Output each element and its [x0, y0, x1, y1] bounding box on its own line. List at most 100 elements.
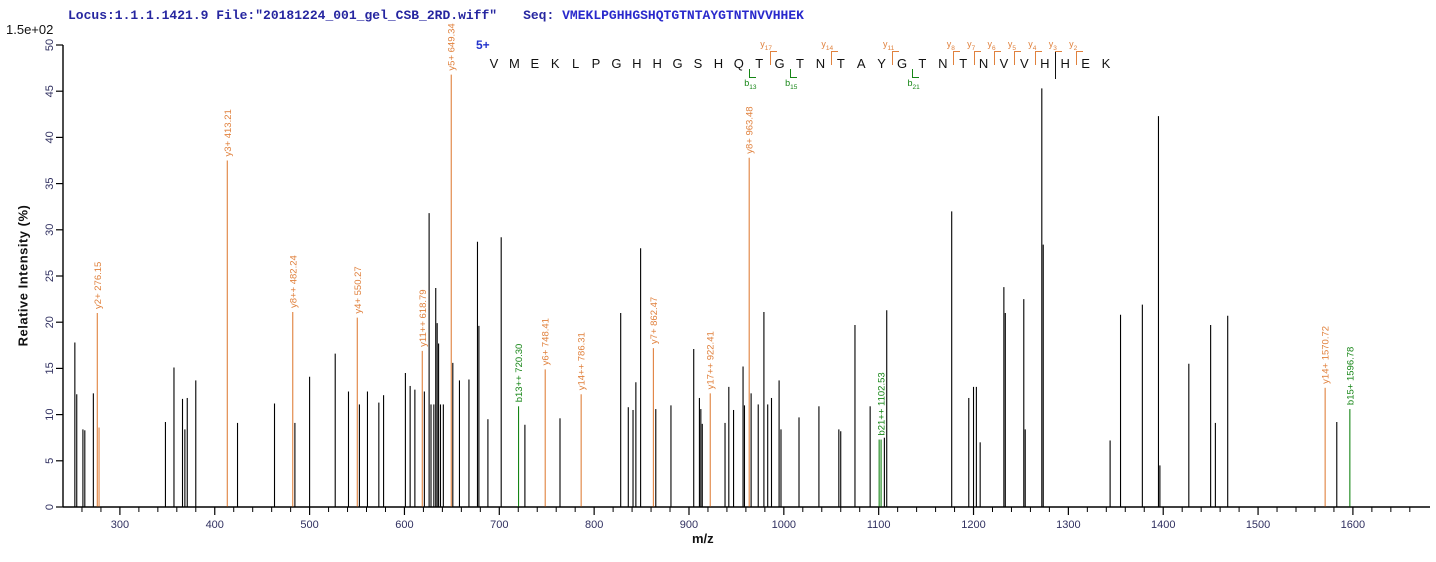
x-tick-label: 1200	[961, 519, 985, 531]
y17-fragment-label: y17	[760, 39, 772, 52]
residue-10-G: G	[672, 56, 683, 71]
y4-fragment-tick	[1034, 51, 1042, 65]
y-tick-label: 0	[44, 504, 56, 510]
seq-label: Seq:	[523, 8, 555, 23]
peak-label: y8+ 963.48	[745, 106, 756, 153]
y-tick-label: 50	[44, 39, 56, 51]
y-tick-label: 10	[44, 408, 56, 420]
x-tick-label: 700	[490, 519, 508, 531]
x-tick-label: 1500	[1246, 519, 1270, 531]
sequence-divider-bar	[1055, 52, 1057, 79]
precursor-charge-label: 5+	[476, 38, 490, 52]
y14-fragment-label: y14	[821, 39, 834, 52]
y5-fragment-label: y5	[1007, 39, 1017, 52]
peak-label: y3+ 413.21	[223, 109, 234, 156]
residue-16-T: T	[796, 56, 804, 71]
y11-fragment-tick	[892, 51, 899, 65]
b15-fragment-tick	[790, 69, 797, 78]
peak-label: b15+ 1596.78	[1345, 347, 1356, 405]
peak-label: y14+ 1570.72	[1321, 326, 1332, 384]
residue-28-H: H	[1040, 56, 1050, 71]
peak-label: y4+ 550.27	[353, 266, 364, 313]
residue-31-K: K	[1101, 56, 1111, 71]
x-tick-label: 900	[680, 519, 698, 531]
header: Locus:1.1.1.1421.9 File:"20181224_001_ge…	[68, 8, 804, 23]
residue-19-A: A	[856, 56, 866, 71]
residue-9-H: H	[652, 56, 662, 71]
residue-21-G: G	[896, 56, 908, 71]
x-axis-title: m/z	[692, 531, 714, 546]
y3-fragment-label: y3	[1048, 39, 1057, 52]
residue-22-T: T	[918, 56, 927, 71]
residue-1-V: V	[489, 56, 499, 71]
y4-fragment-label: y4	[1028, 39, 1037, 52]
peak-label: y8++ 482.24	[288, 255, 299, 308]
b21-fragment-label: b21	[907, 78, 920, 91]
residue-18-T: T	[836, 56, 845, 71]
residue-7-G: G	[611, 56, 622, 71]
residue-6-P: P	[591, 56, 601, 71]
y-tick-label: 15	[44, 362, 56, 374]
residue-27-V: V	[1020, 56, 1029, 71]
b21-fragment-tick	[912, 69, 920, 78]
y2-fragment-tick	[1075, 51, 1083, 65]
peak-label: b21++ 1102.53	[877, 372, 888, 435]
residue-17-N: N	[815, 56, 826, 71]
y-tick-label: 45	[44, 85, 56, 97]
residue-2-M: M	[508, 56, 520, 71]
y17-fragment-tick	[769, 51, 777, 65]
residue-23-N: N	[938, 56, 948, 71]
x-tick-label: 500	[300, 519, 318, 531]
residue-30-E: E	[1081, 56, 1090, 71]
residue-12-H: H	[713, 56, 724, 71]
peak-label: y2+ 276.15	[93, 262, 104, 309]
x-tick-label: 600	[395, 519, 413, 531]
y-tick-label: 25	[44, 270, 56, 282]
residue-11-S: S	[693, 56, 703, 71]
y-tick-label: 20	[44, 316, 56, 328]
b13-fragment-label: b13	[744, 78, 757, 91]
y-tick-label: 30	[44, 224, 56, 236]
y2-fragment-label: y2	[1069, 39, 1078, 52]
x-tick-label: 800	[585, 519, 603, 531]
y7-fragment-tick	[973, 51, 981, 65]
y-tick-label: 5	[44, 458, 56, 464]
x-tick-label: 1000	[772, 519, 796, 531]
residue-24-T: T	[959, 56, 968, 71]
residue-20-Y: Y	[877, 56, 886, 71]
x-tick-label: 1300	[1056, 519, 1080, 531]
y8-fragment-label: y8	[946, 39, 955, 52]
peak-label: y11++ 618.79	[418, 289, 429, 346]
peak-label: y5+ 649.34	[447, 23, 458, 70]
y14-fragment-tick	[830, 51, 838, 65]
x-tick-label: 300	[111, 519, 129, 531]
peak-label: y7+ 862.47	[649, 297, 660, 344]
locus-file-text: Locus:1.1.1.1421.9 File:"20181224_001_ge…	[68, 8, 498, 23]
y8-fragment-tick	[953, 51, 961, 65]
x-tick-label: 1600	[1341, 519, 1365, 531]
residue-15-G: G	[774, 56, 785, 71]
residue-14-T: T	[755, 56, 764, 71]
residue-13-Q: Q	[733, 56, 744, 71]
x-tick-label: 1100	[867, 519, 891, 531]
y5-fragment-tick	[1014, 51, 1022, 65]
b13-fragment-tick	[749, 69, 757, 78]
residue-26-V: V	[999, 56, 1009, 71]
peak-label: y14++ 786.31	[577, 332, 588, 390]
residue-3-E: E	[530, 56, 540, 71]
peak-label: b13++ 720.30	[514, 344, 525, 403]
x-tick-label: 400	[206, 519, 224, 531]
peak-label: y17++ 922.41	[706, 331, 717, 389]
residue-5-L: L	[571, 56, 580, 71]
residue-29-H: H	[1060, 56, 1070, 71]
x-tick-label: 1400	[1151, 519, 1175, 531]
residue-8-H: H	[632, 56, 642, 71]
y6-fragment-tick	[994, 51, 1001, 65]
peak-label: y6+ 748.41	[541, 318, 552, 365]
y11-fragment-label: y11	[883, 39, 895, 52]
y-tick-label: 35	[44, 177, 56, 189]
intensity-scale-note: 1.5e+02	[6, 22, 54, 37]
